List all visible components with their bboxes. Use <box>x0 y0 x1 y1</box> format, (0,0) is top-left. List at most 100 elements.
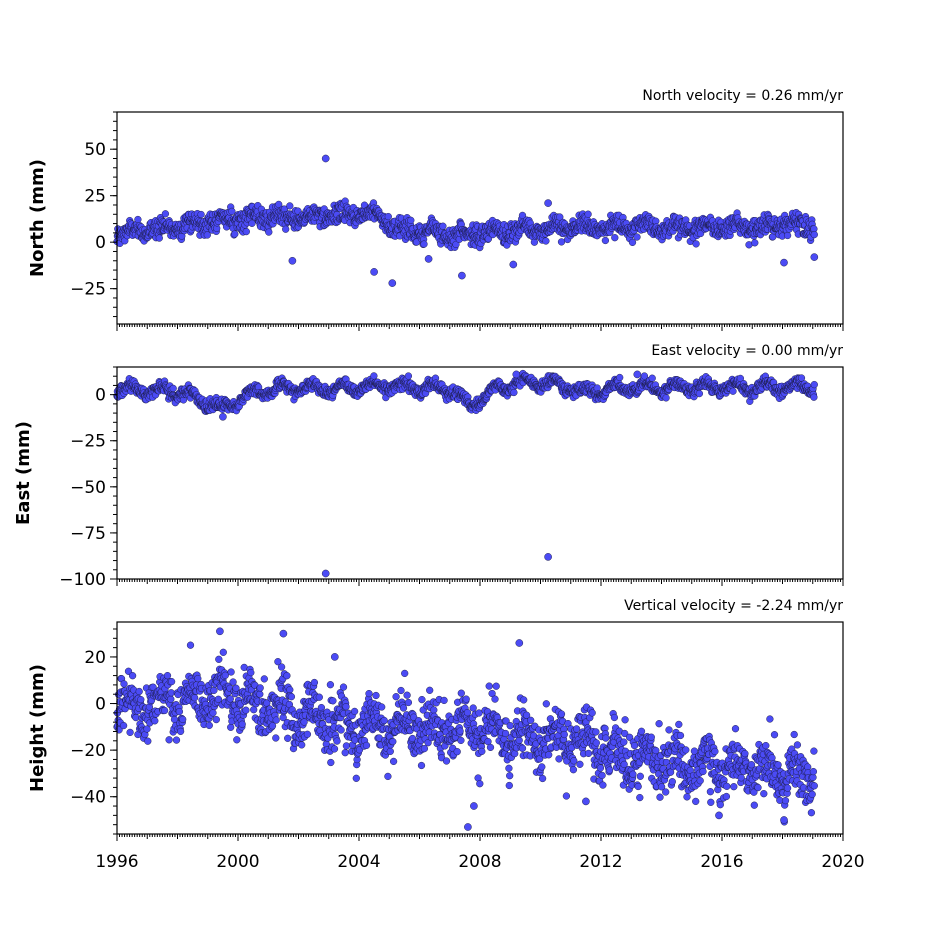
outlier-point <box>288 256 297 265</box>
data-point <box>247 668 255 677</box>
data-point <box>557 238 566 246</box>
data-point <box>227 723 235 731</box>
data-point <box>275 200 283 209</box>
data-point <box>397 686 405 695</box>
data-point <box>169 384 177 393</box>
data-point <box>372 691 380 700</box>
data-point <box>172 736 181 744</box>
outlier-point <box>810 253 819 261</box>
data-point <box>453 748 461 756</box>
data-point <box>420 240 428 248</box>
data-point <box>404 372 413 380</box>
data-point <box>365 689 373 698</box>
data-point <box>342 703 350 711</box>
north-data-points <box>113 154 819 287</box>
data-point <box>648 374 656 382</box>
data-point <box>384 212 392 221</box>
east-data-points <box>113 369 818 578</box>
data-point <box>326 681 335 689</box>
data-point <box>485 682 493 690</box>
data-point <box>339 683 348 691</box>
outlier-point <box>321 154 330 163</box>
north-y-axis: 50 25 0 −25 <box>70 111 117 318</box>
data-point <box>284 734 292 742</box>
data-point <box>327 758 335 767</box>
data-point <box>378 703 386 711</box>
data-point <box>633 233 641 241</box>
data-point <box>389 757 398 766</box>
data-point <box>233 736 241 744</box>
data-point <box>475 709 483 717</box>
data-point <box>362 741 371 750</box>
data-point <box>203 231 211 239</box>
north-y-axis-label: North (mm) <box>27 159 48 277</box>
data-point <box>175 707 184 716</box>
y-tick-label: 25 <box>84 187 106 207</box>
data-point <box>163 671 172 680</box>
data-point <box>329 697 337 705</box>
outlier-point <box>321 569 330 578</box>
data-point <box>228 207 236 216</box>
data-point <box>404 698 413 707</box>
data-point <box>231 230 239 238</box>
data-point <box>179 715 187 724</box>
data-point <box>165 736 173 744</box>
data-point <box>418 695 426 704</box>
data-point <box>593 384 601 392</box>
data-point <box>135 687 143 696</box>
data-point <box>584 210 592 218</box>
north-velocity-label: North velocity = 0.26 mm/yr <box>642 88 843 104</box>
height-panel: 200−20−40 1996 2000 2004 2008 2012 2016 2020 V… <box>27 598 865 872</box>
data-point <box>155 234 163 242</box>
data-point <box>380 716 388 725</box>
outlier-point <box>544 199 552 207</box>
data-point <box>205 721 213 730</box>
data-point <box>420 744 429 753</box>
outlier-point <box>544 553 552 561</box>
data-point <box>226 695 234 703</box>
east-y-axis-label: East (mm) <box>13 421 34 525</box>
data-point <box>186 641 195 649</box>
data-point <box>298 741 306 749</box>
data-point <box>350 707 359 716</box>
east-velocity-label: East velocity = 0.00 mm/yr <box>651 343 843 359</box>
data-point <box>491 695 499 703</box>
data-point <box>282 225 290 233</box>
data-point <box>194 674 202 683</box>
data-point <box>542 237 550 245</box>
data-point <box>476 780 484 788</box>
data-point <box>430 706 438 714</box>
data-point <box>132 713 140 722</box>
y-tick-label: 50 <box>84 140 106 160</box>
outlier-point <box>509 260 518 269</box>
y-tick-label: 0 <box>95 386 106 406</box>
data-point <box>256 690 264 698</box>
data-point <box>492 682 500 690</box>
data-point <box>167 689 175 697</box>
data-point <box>286 202 294 210</box>
data-point <box>219 648 227 656</box>
data-point <box>456 727 464 735</box>
data-point <box>272 716 280 724</box>
data-point <box>248 219 256 227</box>
data-point <box>392 693 400 701</box>
data-point <box>227 668 235 676</box>
data-point <box>662 394 670 402</box>
data-point <box>352 774 360 782</box>
outlier-point <box>370 268 378 276</box>
data-point <box>426 686 434 694</box>
data-point <box>283 672 291 680</box>
data-point <box>440 696 448 705</box>
data-point <box>462 695 470 703</box>
data-point <box>370 372 378 380</box>
data-point <box>286 686 294 694</box>
data-point <box>692 240 700 248</box>
y-tick-label: −75 <box>70 524 106 544</box>
data-point <box>616 373 624 382</box>
data-point <box>729 387 737 395</box>
data-point <box>486 743 495 752</box>
data-point <box>783 231 792 240</box>
data-point <box>277 663 286 671</box>
east-x-axis <box>116 579 844 586</box>
